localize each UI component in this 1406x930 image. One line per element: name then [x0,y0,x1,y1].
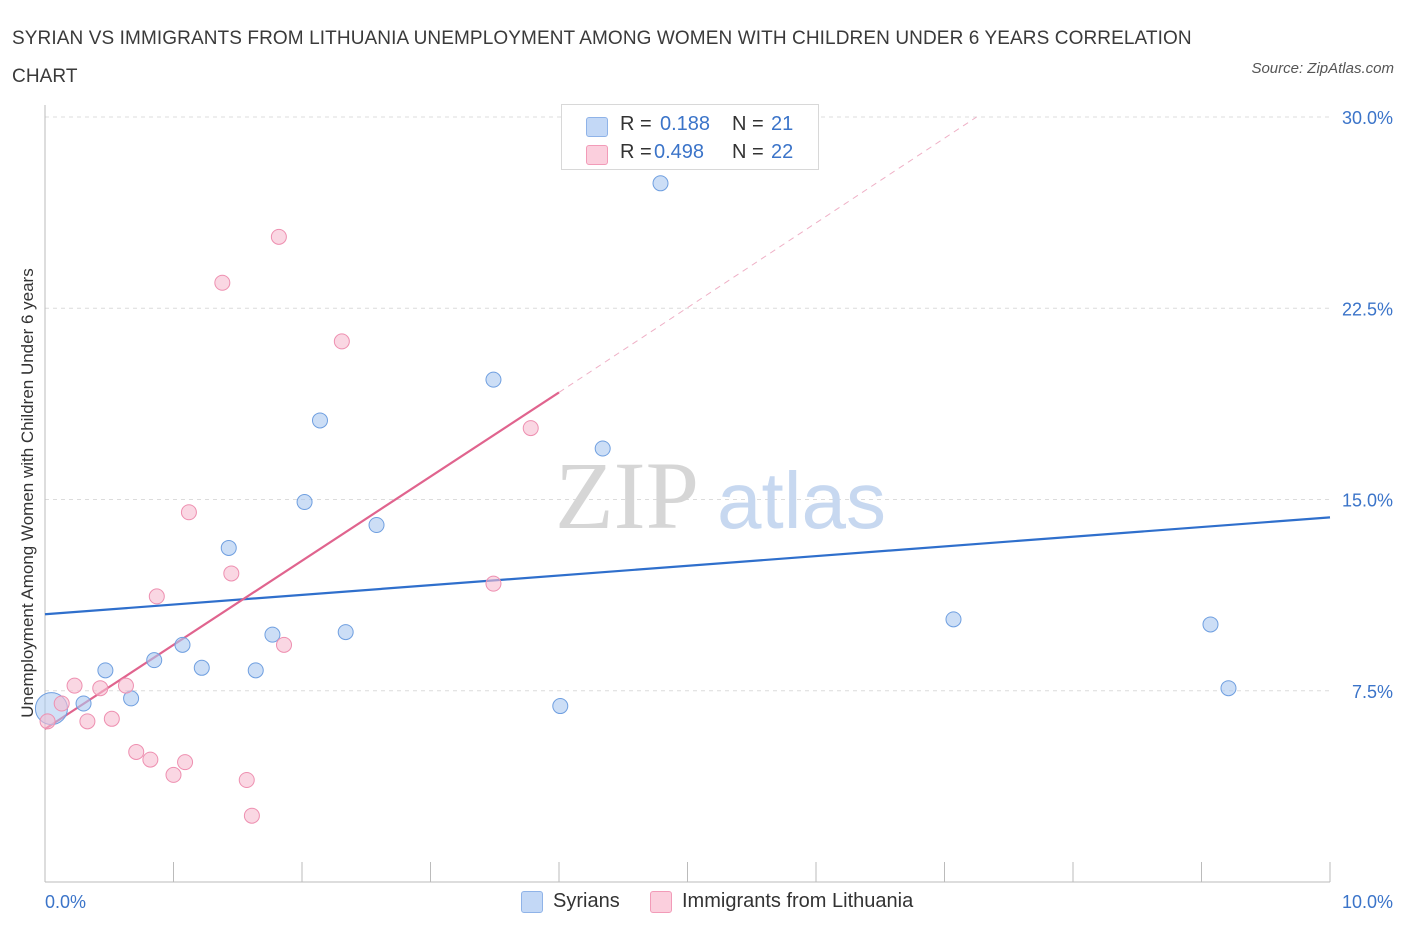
tick-labels: 7.5% 15.0% 22.5% 30.0% 0.0% 10.0% [45,108,1393,912]
y-axis-label: Unemployment Among Women with Children U… [18,268,37,718]
y-tick-label: 15.0% [1342,491,1393,511]
y-tick-label: 22.5% [1342,299,1393,319]
bottom-legend-swatch-syrians [521,891,543,913]
point-lithuania [79,713,96,730]
point-lithuania [39,713,56,730]
bottom-legend-swatch-lithuania [650,891,672,913]
point-syrians [652,175,669,192]
point-lithuania [142,751,159,768]
legend-r-label: R = [620,141,652,163]
point-lithuania [177,754,194,771]
point-syrians [264,626,281,643]
point-lithuania [103,710,120,727]
point-syrians [146,652,163,669]
point-lithuania [214,274,231,291]
point-syrians [296,494,313,511]
x-tick-label: 0.0% [45,892,86,912]
point-syrians [552,698,569,715]
point-lithuania [243,807,260,824]
legend-swatch-syrians [586,117,608,137]
bottom-legend-label-syrians: Syrians [553,890,620,912]
point-syrians [945,611,962,628]
source-label: Source: ZipAtlas.com [1251,60,1394,77]
point-lithuania [276,636,293,653]
point-lithuania [180,504,197,521]
legend-n-value: 22 [771,141,794,163]
chart-title: SYRIAN VS IMMIGRANTS FROM LITHUANIA UNEM… [12,28,1192,87]
point-syrians [337,624,354,641]
watermark-atlas: atlas [717,456,886,545]
point-lithuania [238,772,255,788]
point-lithuania [270,228,287,245]
point-lithuania [92,680,109,697]
correlation-legend: R = 0.188 N = 21 R = 0.498 N = 22 [561,104,819,170]
point-lithuania [165,766,182,783]
point-lithuania [485,575,502,592]
point-syrians [75,695,92,712]
trend-line-lithuania [44,391,560,730]
legend-r-label: R = [620,113,652,135]
legend-n-label: N = [732,113,764,135]
watermark-zip: ZIP [555,442,699,549]
point-lithuania [223,565,240,582]
legend-n-label: N = [732,141,764,163]
point-syrians [247,662,264,679]
point-syrians [174,636,191,653]
legend-r-value: 0.498 [654,141,705,163]
legend-r-value: 0.188 [660,113,711,135]
x-tick-label: 10.0% [1342,892,1393,912]
y-tick-label: 30.0% [1342,108,1393,128]
point-syrians [368,517,385,533]
bottom-legend-label-lithuania: Immigrants from Lithuania [682,890,914,912]
point-lithuania [66,677,83,694]
point-syrians [594,440,611,457]
point-lithuania [333,333,350,350]
point-lithuania [53,695,70,712]
point-syrians [220,539,237,556]
point-syrians [97,662,114,679]
point-lithuania [117,677,134,694]
y-tick-label: 7.5% [1352,682,1393,702]
point-syrians [485,371,502,388]
data-points [34,175,1237,824]
legend-n-value: 21 [771,113,794,135]
trend-lines [44,116,1331,730]
point-syrians [193,659,210,676]
point-lithuania [148,588,165,605]
trend-line-syrians [44,516,1331,616]
point-syrians [1220,680,1237,697]
legend-swatch-lithuania [586,145,608,165]
grid-lines [45,116,1330,692]
point-lithuania [522,420,539,437]
axes [44,105,1331,883]
point-lithuania [128,743,145,760]
point-syrians [311,412,328,429]
point-syrians [1202,616,1219,633]
